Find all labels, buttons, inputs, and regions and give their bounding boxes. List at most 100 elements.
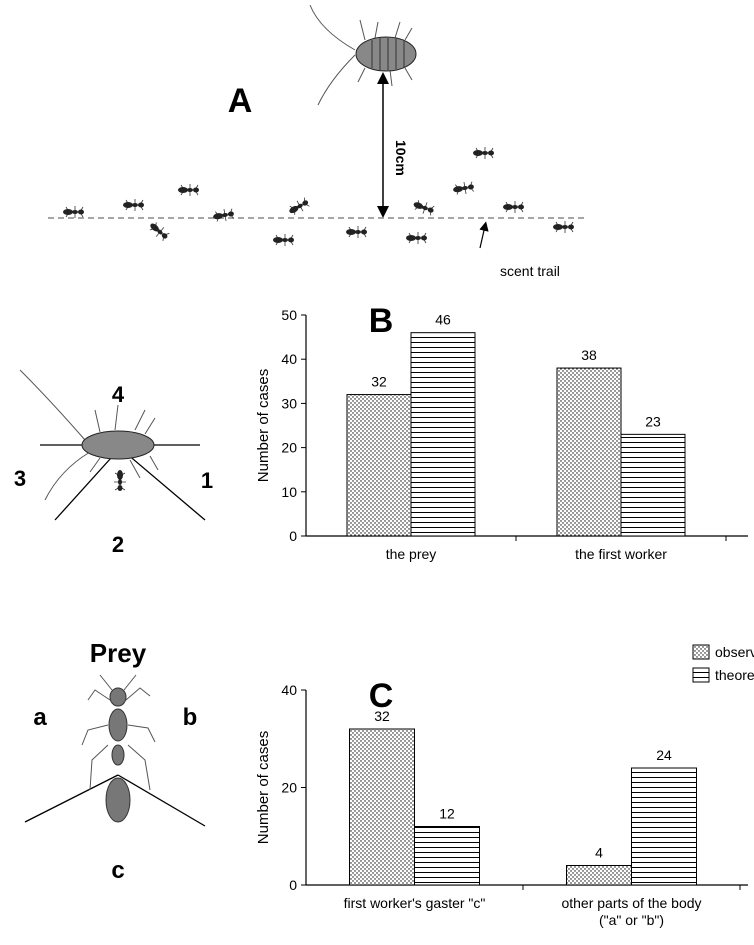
- ant-body: [421, 235, 427, 241]
- cockroach-stripes: [371, 38, 405, 70]
- trail-label: scent trail: [500, 263, 560, 279]
- ant-gaster: [105, 777, 131, 823]
- value-label: 4: [595, 845, 603, 861]
- bar: [631, 767, 697, 886]
- ant: [273, 234, 294, 246]
- ant-body: [187, 188, 193, 192]
- ant-body: [553, 224, 563, 230]
- ant-body: [482, 151, 488, 155]
- y-tick-label: 50: [281, 307, 297, 323]
- ant-body: [415, 236, 421, 240]
- ant-body: [178, 187, 188, 193]
- ant-body: [63, 209, 73, 215]
- chart-title: C: [369, 677, 394, 715]
- ant: [123, 199, 144, 211]
- ant-body: [78, 209, 84, 215]
- ant-body: [562, 225, 568, 229]
- x-tick-label: first worker's gaster "c": [343, 895, 486, 911]
- bar: [349, 728, 415, 886]
- ant-head: [109, 687, 127, 707]
- y-tick-label: 0: [289, 528, 297, 544]
- position-label: 4: [112, 382, 125, 407]
- ant: [114, 470, 126, 491]
- ant-body: [467, 184, 474, 190]
- ant-body: [488, 150, 494, 156]
- ant-body: [273, 237, 283, 243]
- panel-a: A 10cm scent trail: [48, 4, 585, 279]
- y-tick-label: 20: [281, 780, 297, 796]
- y-tick-label: 30: [281, 395, 297, 411]
- ant-body: [282, 238, 288, 242]
- ant-body: [213, 213, 224, 220]
- y-axis-label: Number of cases: [255, 369, 272, 482]
- value-label: 46: [435, 312, 451, 328]
- distance-label: 10cm: [393, 140, 409, 176]
- ant-body: [427, 207, 434, 213]
- y-tick-label: 0: [289, 877, 297, 893]
- value-label: 23: [645, 413, 661, 429]
- y-tick-label: 40: [281, 682, 297, 698]
- panel-b-diagram: 4 3 1 2: [14, 369, 213, 557]
- ant-body: [157, 229, 163, 235]
- ant: [413, 200, 435, 216]
- prey-label: Prey: [90, 638, 147, 668]
- y-tick-label: 20: [281, 440, 297, 456]
- ant-body: [453, 186, 464, 193]
- legend-label: theoretical: [715, 667, 754, 683]
- ant-body: [462, 185, 468, 191]
- ant-body: [288, 237, 294, 243]
- chart-title: B: [369, 302, 394, 340]
- ant: [149, 222, 170, 242]
- ant: [453, 181, 475, 195]
- sector-line: [119, 447, 206, 521]
- ant-body: [346, 229, 356, 235]
- ant-body: [512, 205, 518, 209]
- legend-swatch: [692, 644, 710, 660]
- cockroach: [355, 36, 417, 72]
- ant: [553, 221, 574, 233]
- y-axis-label: Number of cases: [255, 731, 272, 844]
- bar: [414, 826, 480, 886]
- ant: [473, 147, 494, 159]
- ant-body: [117, 485, 123, 491]
- panel-c-diagram: Prey a b c: [24, 638, 206, 884]
- trail-arrow: [479, 221, 489, 249]
- ant-thorax: [108, 708, 128, 742]
- bar: [556, 367, 622, 537]
- ant-body: [123, 202, 133, 208]
- legend-label: observed: [715, 644, 754, 660]
- cockroach-legs: [19, 369, 159, 501]
- ant-petiole: [111, 744, 125, 766]
- ant-body: [222, 212, 228, 218]
- bar: [620, 433, 686, 537]
- ant-body: [406, 235, 416, 241]
- ant: [178, 184, 199, 196]
- ant-body: [413, 202, 424, 209]
- y-tick-label: 10: [281, 484, 297, 500]
- cockroach-legs: [309, 4, 413, 106]
- ant-body: [117, 470, 123, 480]
- value-label: 32: [371, 374, 387, 390]
- part-label: b: [183, 704, 198, 731]
- ant-body: [138, 202, 144, 208]
- ant-body: [118, 479, 122, 485]
- ant-body: [227, 211, 234, 217]
- legend-swatch: [692, 667, 710, 683]
- bar: [410, 332, 476, 537]
- ant: [289, 197, 310, 215]
- ant: [346, 226, 367, 238]
- ant-body: [150, 223, 159, 232]
- part-label: c: [111, 857, 124, 884]
- x-tick-label: the first worker: [575, 546, 667, 562]
- ant-body: [161, 233, 168, 239]
- position-label: 1: [201, 468, 213, 493]
- ant-body: [568, 224, 574, 230]
- ant: [213, 208, 235, 222]
- ant: [406, 232, 427, 244]
- position-label: 3: [14, 466, 26, 491]
- sector-line: [24, 774, 119, 823]
- ant-body: [518, 204, 524, 210]
- ant-body: [302, 200, 309, 206]
